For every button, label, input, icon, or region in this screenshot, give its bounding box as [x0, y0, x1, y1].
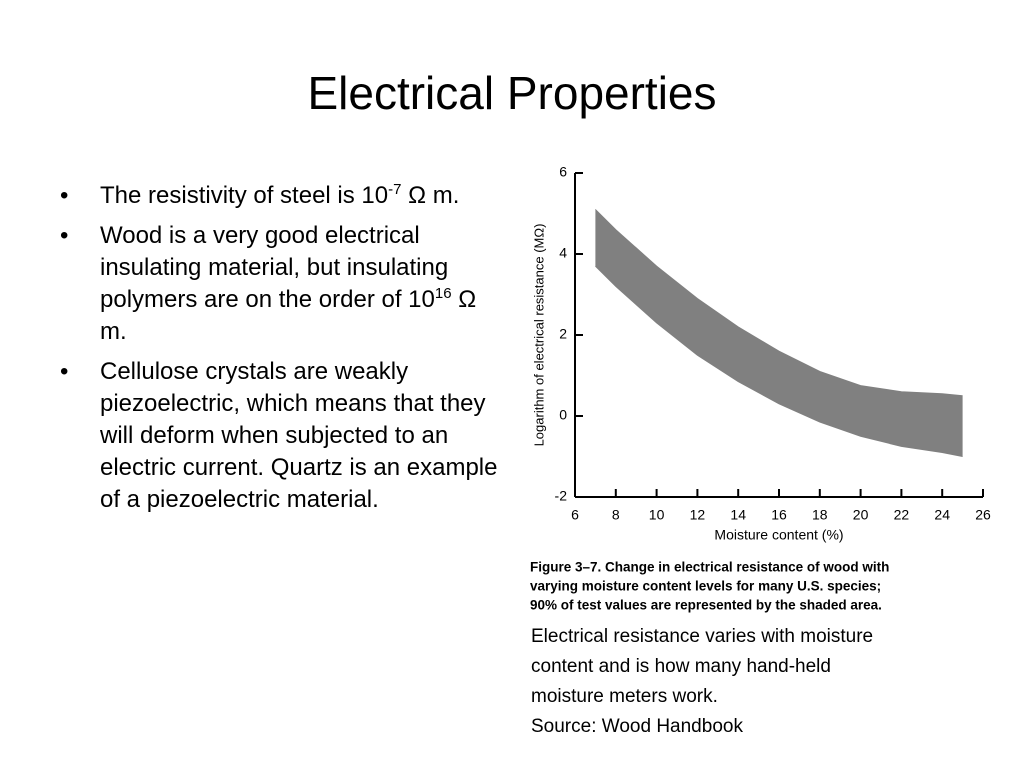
- figure-caption: varying moisture content levels for many…: [530, 579, 881, 594]
- bullet: Cellulose crystals are weakly piezoelect…: [56, 356, 501, 516]
- note: Electrical resistance varies with moistu…: [531, 622, 873, 742]
- x-tick-label: 6: [571, 507, 579, 523]
- bullet-text: Ω m.: [100, 286, 477, 345]
- x-axis-label: Moisture content (%): [714, 527, 843, 543]
- band-edge: [595, 209, 963, 397]
- bullet-text: Ω m.: [408, 182, 460, 209]
- y-axis-label: Logarithm of electrical resistance (MΩ): [531, 224, 546, 447]
- y-tick-label: 6: [559, 164, 567, 180]
- x-tick-label: 12: [690, 507, 706, 523]
- y-tick-label: 0: [559, 407, 567, 423]
- x-tick-label: 16: [771, 507, 787, 523]
- x-tick-label: 10: [649, 507, 665, 523]
- bullet: Wood is a very good electrical insulatin…: [56, 220, 501, 348]
- band-edge: [595, 265, 963, 457]
- bullet-text: Wood is a very good electrical insulatin…: [100, 222, 449, 313]
- band-area: [595, 209, 963, 457]
- x-tick-label: 14: [730, 507, 746, 523]
- x-tick-label: 22: [894, 507, 910, 523]
- superscript: 16: [434, 285, 452, 302]
- x-tick-label: 20: [853, 507, 869, 523]
- superscript: -7: [388, 181, 402, 198]
- figure-caption: Figure 3–7. Change in electrical resista…: [530, 560, 889, 575]
- figure-caption: 90% of test values are represented by th…: [530, 598, 882, 613]
- x-tick-label: 24: [934, 507, 950, 523]
- x-tick-label: 26: [975, 507, 991, 523]
- y-tick-label: 2: [559, 326, 567, 342]
- bullet: The resistivity of steel is 10-7 Ω m.: [56, 180, 501, 212]
- note-line: Electrical resistance varies with moistu…: [531, 626, 874, 647]
- note-line: content and is how many hand-held: [531, 656, 831, 677]
- slide-title: Electrical Properties: [307, 67, 717, 119]
- x-tick-label: 18: [812, 507, 828, 523]
- y-tick-label: -2: [555, 488, 568, 504]
- note-line: Source: Wood Handbook: [531, 716, 743, 737]
- note-line: moisture meters work.: [531, 686, 718, 707]
- bullet-text: The resistivity of steel is 10: [100, 182, 389, 209]
- bullet-text: Cellulose crystals are weakly piezoelect…: [100, 358, 498, 513]
- y-tick-label: 4: [559, 245, 567, 261]
- bullet-list: The resistivity of steel is 10-7 Ω m.Woo…: [56, 180, 501, 524]
- x-tick-label: 8: [612, 507, 620, 523]
